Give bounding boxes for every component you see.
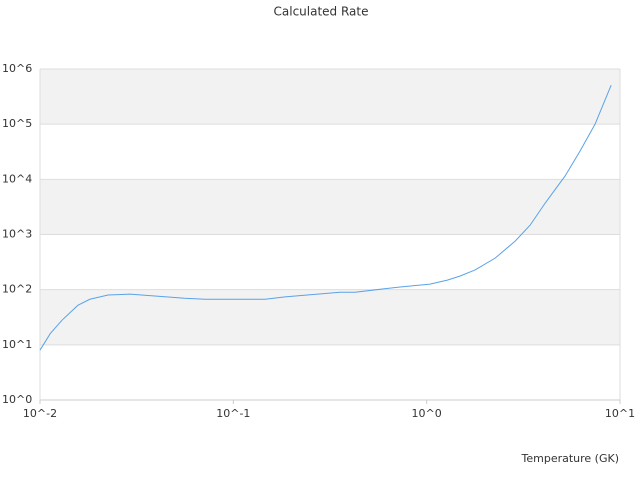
y-tick-label: 10^5 bbox=[2, 117, 32, 130]
x-tick-label: 10^-2 bbox=[23, 407, 57, 420]
data-line bbox=[39, 84, 612, 351]
x-tick-label: 10^0 bbox=[412, 407, 442, 420]
x-axis-label: Temperature (GK) bbox=[521, 452, 620, 465]
grid-band bbox=[40, 234, 620, 290]
y-tick-label: 10^3 bbox=[2, 228, 32, 241]
grid-band bbox=[40, 344, 620, 400]
x-tick-label: 10^-1 bbox=[216, 407, 250, 420]
grid-band bbox=[40, 69, 620, 125]
y-tick-label: 10^2 bbox=[2, 283, 32, 296]
grid-band bbox=[40, 179, 620, 235]
grid-band bbox=[40, 289, 620, 345]
y-tick-label: 10^1 bbox=[2, 338, 32, 351]
x-tick-label: 10^1 bbox=[605, 407, 635, 420]
grid-band bbox=[40, 124, 620, 180]
y-tick-label: 10^6 bbox=[2, 62, 32, 75]
y-tick-label: 10^4 bbox=[2, 172, 32, 185]
chart-title: Calculated Rate bbox=[274, 5, 369, 19]
y-tick-label: 10^0 bbox=[2, 393, 32, 406]
